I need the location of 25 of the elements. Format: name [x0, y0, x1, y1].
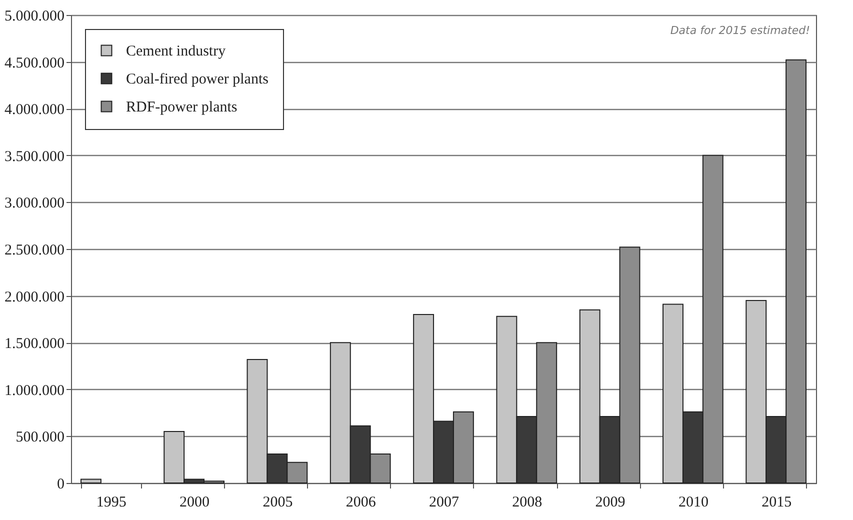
legend-label: Cement industry — [126, 44, 226, 60]
y-tick-label: 5.000.000 — [4, 8, 64, 24]
bar — [80, 478, 102, 484]
y-tick-label: 2.500.000 — [4, 242, 64, 258]
y-tick-label: 1.500.000 — [4, 336, 64, 352]
x-tick-label: 2007 — [429, 494, 460, 510]
y-tick-label: 3.500.000 — [4, 148, 64, 165]
x-tick-label: 2008 — [512, 494, 542, 510]
y-tick-label: 3.000.000 — [4, 196, 64, 212]
legend-label: Coal-fired power plants — [126, 72, 269, 88]
x-tick-label: 2010 — [678, 494, 708, 510]
y-tick-label: 500.000 — [16, 430, 64, 446]
annotation: Data for 2015 estimated! — [670, 24, 810, 37]
y-tick-label: 1.000.000 — [4, 382, 64, 399]
y-tick-label: 4.000.000 — [4, 102, 64, 118]
x-tick-label: 2006 — [346, 494, 376, 510]
x-tick-label: 2000 — [180, 494, 210, 510]
x-tick-label: 2015 — [762, 494, 792, 510]
y-tick-label: 2.000.000 — [4, 289, 64, 306]
x-tick-label: 1995 — [96, 494, 126, 510]
y-tick-label: 0 — [57, 476, 64, 492]
legend-label: RDF-power plants — [126, 100, 238, 116]
y-tick-label: 4.500.000 — [4, 55, 64, 72]
x-tick-label: 2009 — [595, 494, 626, 510]
x-tick-label: 2005 — [262, 494, 293, 510]
